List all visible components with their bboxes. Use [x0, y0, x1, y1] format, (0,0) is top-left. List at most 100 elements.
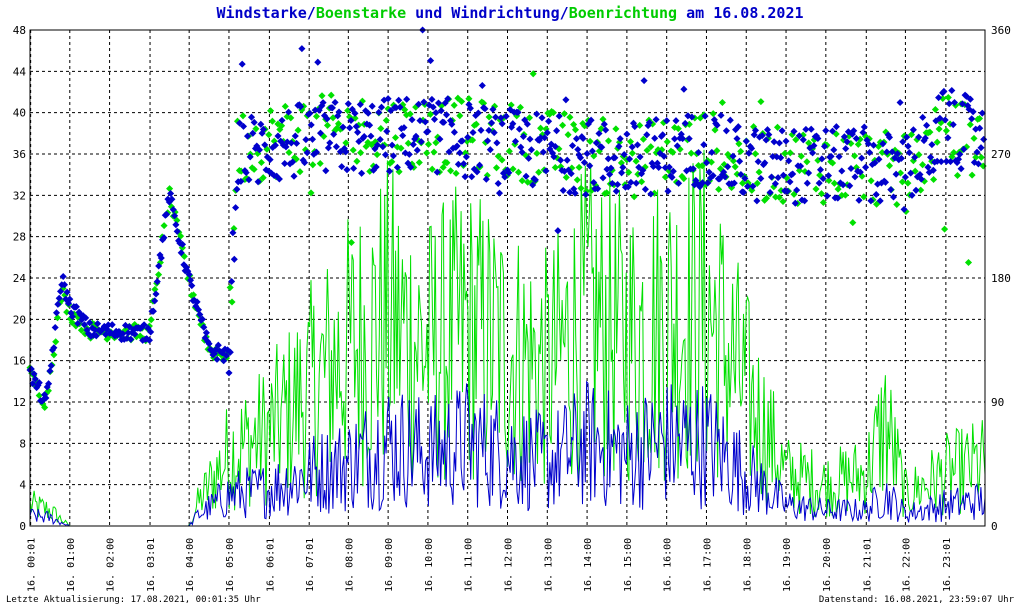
- windrichtung-point: [851, 173, 859, 181]
- windrichtung-point: [639, 166, 647, 174]
- windrichtung-point: [571, 189, 579, 197]
- windrichtung-point: [977, 144, 985, 152]
- boenrichtung-point: [296, 168, 304, 176]
- windrichtung-point: [786, 178, 794, 186]
- windrichtung-point: [424, 127, 432, 135]
- windrichtung-point: [903, 133, 911, 141]
- windrichtung-point: [160, 234, 168, 242]
- windrichtung-point: [627, 178, 635, 186]
- y-left-tick-label: 44: [13, 65, 27, 78]
- boenrichtung-point: [953, 171, 962, 180]
- windrichtung-point: [468, 173, 476, 181]
- boenrichtung-point: [573, 176, 581, 184]
- windrichtung-point: [640, 77, 648, 85]
- boenrichtung-point: [972, 153, 980, 161]
- windrichtung-point: [976, 124, 984, 132]
- x-tick-label: 16. 12:00: [504, 538, 515, 592]
- windrichtung-point: [531, 176, 539, 184]
- windrichtung-point: [250, 118, 258, 126]
- windrichtung-point: [322, 167, 330, 175]
- boenrichtung-point: [698, 162, 706, 170]
- windrichtung-point: [919, 113, 927, 121]
- boenrichtung-point: [729, 157, 737, 165]
- title-part: Windrichtung: [451, 4, 560, 22]
- windrichtung-point: [791, 199, 799, 207]
- boenrichtung-point: [312, 112, 321, 120]
- windrichtung-point: [704, 179, 712, 187]
- y-left-tick-label: 48: [13, 24, 26, 37]
- y-left-tick-label: 32: [13, 189, 26, 202]
- boenrichtung-point: [628, 149, 636, 157]
- windrichtung-point: [803, 179, 811, 187]
- windrichtung-point: [834, 194, 842, 202]
- windrichtung-point: [31, 375, 39, 383]
- boenrichtung-point: [537, 124, 545, 132]
- windrichtung-point: [236, 119, 244, 127]
- windrichtung-point: [237, 177, 245, 185]
- windrichtung-point: [915, 133, 923, 141]
- windrichtung-point: [645, 119, 653, 127]
- boenrichtung-point: [160, 222, 168, 230]
- windrichtung-point: [462, 153, 470, 161]
- windrichtung-point: [742, 137, 750, 145]
- boenrichtung-point: [636, 121, 644, 129]
- boenrichtung-point: [309, 161, 317, 169]
- windrichtung-point: [888, 148, 896, 156]
- windrichtung-point: [358, 169, 366, 177]
- windrichtung-point: [316, 129, 325, 137]
- windrichtung-point: [281, 159, 289, 168]
- windrichtung-point: [802, 125, 810, 133]
- windrichtung-point: [611, 154, 619, 162]
- windrichtung-point: [434, 99, 443, 107]
- windrichtung-point: [525, 154, 533, 162]
- boenrichtung-point: [382, 116, 390, 124]
- boenrichtung-point: [327, 91, 335, 99]
- windrichtung-point: [432, 109, 440, 117]
- windrichtung-point: [897, 154, 905, 162]
- y-left-tick-label: 36: [13, 148, 26, 161]
- windrichtung-point: [514, 108, 522, 116]
- windrichtung-point: [177, 249, 185, 257]
- windrichtung-point: [980, 135, 988, 143]
- windrichtung-point: [681, 119, 689, 127]
- boenrichtung-point: [347, 238, 355, 247]
- windrichtung-point: [789, 170, 797, 178]
- windrichtung-point: [889, 193, 898, 201]
- windrichtung-point: [541, 134, 549, 142]
- windrichtung-point: [936, 114, 944, 122]
- boenrichtung-point: [285, 148, 293, 157]
- boenrichtung-point: [577, 184, 585, 192]
- windrichtung-point: [335, 108, 343, 116]
- windrichtung-point: [312, 148, 321, 156]
- boenrichtung-point: [472, 120, 480, 128]
- windrichtung-point: [797, 162, 805, 170]
- x-tick-label: 16. 01:00: [66, 538, 77, 592]
- boenrichtung-point: [334, 120, 343, 128]
- windrichtung-point: [668, 173, 676, 181]
- windrichtung-point: [282, 143, 290, 151]
- windrichtung-point: [909, 126, 917, 134]
- windrichtung-point: [828, 127, 837, 135]
- windrichtung-point: [555, 112, 563, 120]
- windrichtung-point: [290, 172, 298, 180]
- windrichtung-point: [54, 300, 62, 308]
- windrichtung-point: [387, 107, 395, 115]
- windrichtung-point: [527, 146, 535, 154]
- boenrichtung-point: [647, 143, 655, 151]
- windrichtung-point: [815, 179, 823, 187]
- windrichtung-point: [830, 146, 838, 154]
- windrichtung-point: [539, 148, 547, 156]
- windrichtung-point: [490, 129, 498, 137]
- boenrichtung-point: [516, 103, 524, 111]
- boenrichtung-point: [401, 106, 409, 114]
- windrichtung-point: [795, 132, 803, 140]
- windrichtung-point: [875, 155, 883, 163]
- windrichtung-point: [783, 187, 791, 195]
- windrichtung-point: [619, 163, 627, 171]
- footer-data-status: Datenstand: 16.08.2021, 23:59:07 Uhr: [818, 595, 1014, 605]
- x-tick-label: 16. 07:01: [305, 538, 316, 592]
- boenrichtung-point: [452, 169, 460, 177]
- boenrichtung-point: [707, 158, 715, 166]
- windrichtung-point: [602, 126, 610, 134]
- boenrichtung-point: [53, 314, 62, 322]
